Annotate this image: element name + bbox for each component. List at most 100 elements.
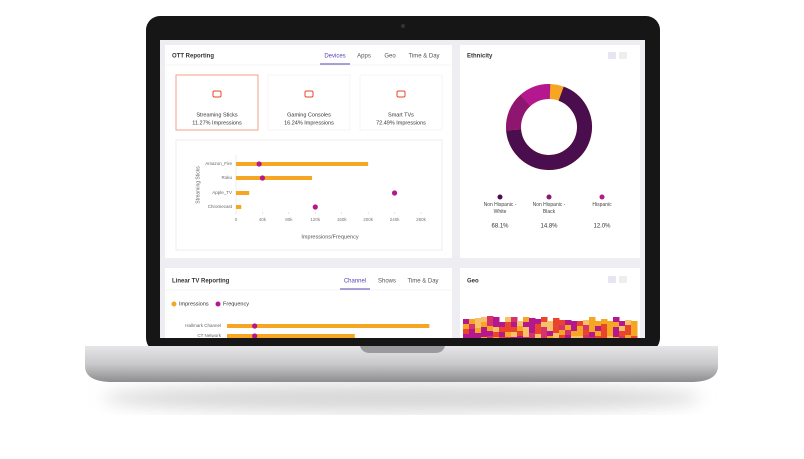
- dot: [391, 190, 398, 196]
- icon-button[interactable]: [608, 52, 616, 59]
- card-label: Streaming Sticks: [196, 112, 238, 118]
- legend-text: Hispanic: [592, 202, 612, 208]
- map-region: [487, 316, 494, 322]
- map-region: [511, 332, 518, 338]
- legend-text: Non Hispanic - Black: [532, 202, 566, 215]
- map-region: [625, 335, 632, 341]
- card-label: Gaming Consoles: [287, 112, 331, 118]
- map-region: [529, 328, 536, 334]
- y-tick-label: Amazon_Fire: [205, 161, 232, 166]
- tab[interactable]: Time & Day: [408, 54, 439, 60]
- tab[interactable]: Devices: [324, 54, 345, 60]
- x-tick-label: 280k: [416, 217, 427, 222]
- map-region: [523, 332, 530, 338]
- map-region: [469, 329, 476, 335]
- map-region: [535, 319, 542, 325]
- map-region: [619, 331, 626, 337]
- map-region: [613, 327, 620, 333]
- map-region: [511, 327, 518, 333]
- device-card[interactable]: [359, 74, 443, 131]
- x-tick-label: 120k: [310, 217, 321, 222]
- map-region: [529, 318, 536, 324]
- map-region: [601, 319, 608, 325]
- map-region: [499, 332, 506, 338]
- legend-label: Non Hispanic - Black: [532, 202, 566, 215]
- map-region: [613, 317, 620, 323]
- map-region: [481, 327, 488, 333]
- map-region: [493, 327, 500, 333]
- device-card[interactable]: [267, 74, 351, 131]
- map-region: [517, 331, 524, 337]
- bar: [236, 205, 242, 209]
- map-region: [547, 326, 554, 332]
- map-region: [475, 323, 482, 329]
- device-icon: [304, 90, 314, 98]
- map-region: [613, 332, 620, 338]
- card-sub: 11.27% Impressions: [192, 120, 242, 126]
- device-card[interactable]: [175, 74, 259, 131]
- map-region: [493, 317, 500, 323]
- map-region: [559, 335, 566, 341]
- map-region: [481, 322, 488, 328]
- map-region: [619, 321, 626, 327]
- map-region: [595, 326, 602, 332]
- dot: [259, 175, 266, 181]
- map-region: [571, 321, 578, 327]
- y-tick-label: CT Network: [197, 333, 221, 338]
- map-region: [547, 321, 554, 327]
- map-region: [529, 333, 536, 339]
- map-region: [565, 320, 572, 326]
- ethnicity-panel: [460, 45, 640, 258]
- legend-dot: [546, 194, 552, 200]
- icon-button[interactable]: [619, 276, 627, 283]
- map-region: [589, 332, 596, 338]
- tab[interactable]: Geo: [384, 54, 396, 60]
- map-region: [559, 325, 566, 331]
- map-region: [595, 331, 602, 337]
- map-region: [517, 326, 524, 332]
- notch: [360, 346, 445, 353]
- map-region: [583, 320, 590, 326]
- tab[interactable]: Time & Day: [407, 279, 438, 285]
- tab[interactable]: Channel: [344, 279, 366, 285]
- map-region: [463, 334, 470, 340]
- map-region: [553, 333, 560, 339]
- dot: [252, 323, 258, 329]
- bar: [236, 162, 369, 166]
- map-region: [559, 320, 566, 326]
- map-region: [625, 320, 632, 326]
- map-region: [469, 324, 476, 330]
- map-region: [523, 327, 530, 333]
- donut-segment: [520, 84, 551, 107]
- legend-label: Non Hispanic - White: [484, 202, 517, 215]
- map-region: [463, 324, 470, 330]
- map-region: [529, 323, 536, 329]
- map-region: [475, 333, 482, 339]
- legend-dot: [215, 301, 221, 307]
- map-region: [553, 328, 560, 334]
- map-region: [541, 327, 548, 333]
- map-region: [523, 322, 530, 328]
- bar: [227, 324, 430, 328]
- map-region: [463, 319, 470, 325]
- icon-button[interactable]: [608, 276, 616, 283]
- bar: [227, 334, 355, 338]
- map-region: [631, 331, 638, 337]
- icon-button[interactable]: [619, 52, 627, 59]
- map-region: [505, 322, 512, 328]
- map-region: [487, 321, 494, 327]
- y-tick-label: Roku: [221, 175, 232, 180]
- camera: [401, 24, 405, 28]
- map-region: [607, 326, 614, 332]
- legend-dot: [171, 301, 177, 307]
- map-region: [499, 322, 506, 328]
- map-region: [541, 317, 548, 323]
- map-region: [493, 322, 500, 328]
- tab[interactable]: Apps: [357, 54, 371, 60]
- dot: [312, 204, 318, 210]
- map-region: [481, 332, 488, 338]
- tab[interactable]: Shows: [378, 279, 396, 285]
- x-axis-label: Impressions/Frequency: [301, 234, 358, 240]
- map-region: [601, 329, 608, 335]
